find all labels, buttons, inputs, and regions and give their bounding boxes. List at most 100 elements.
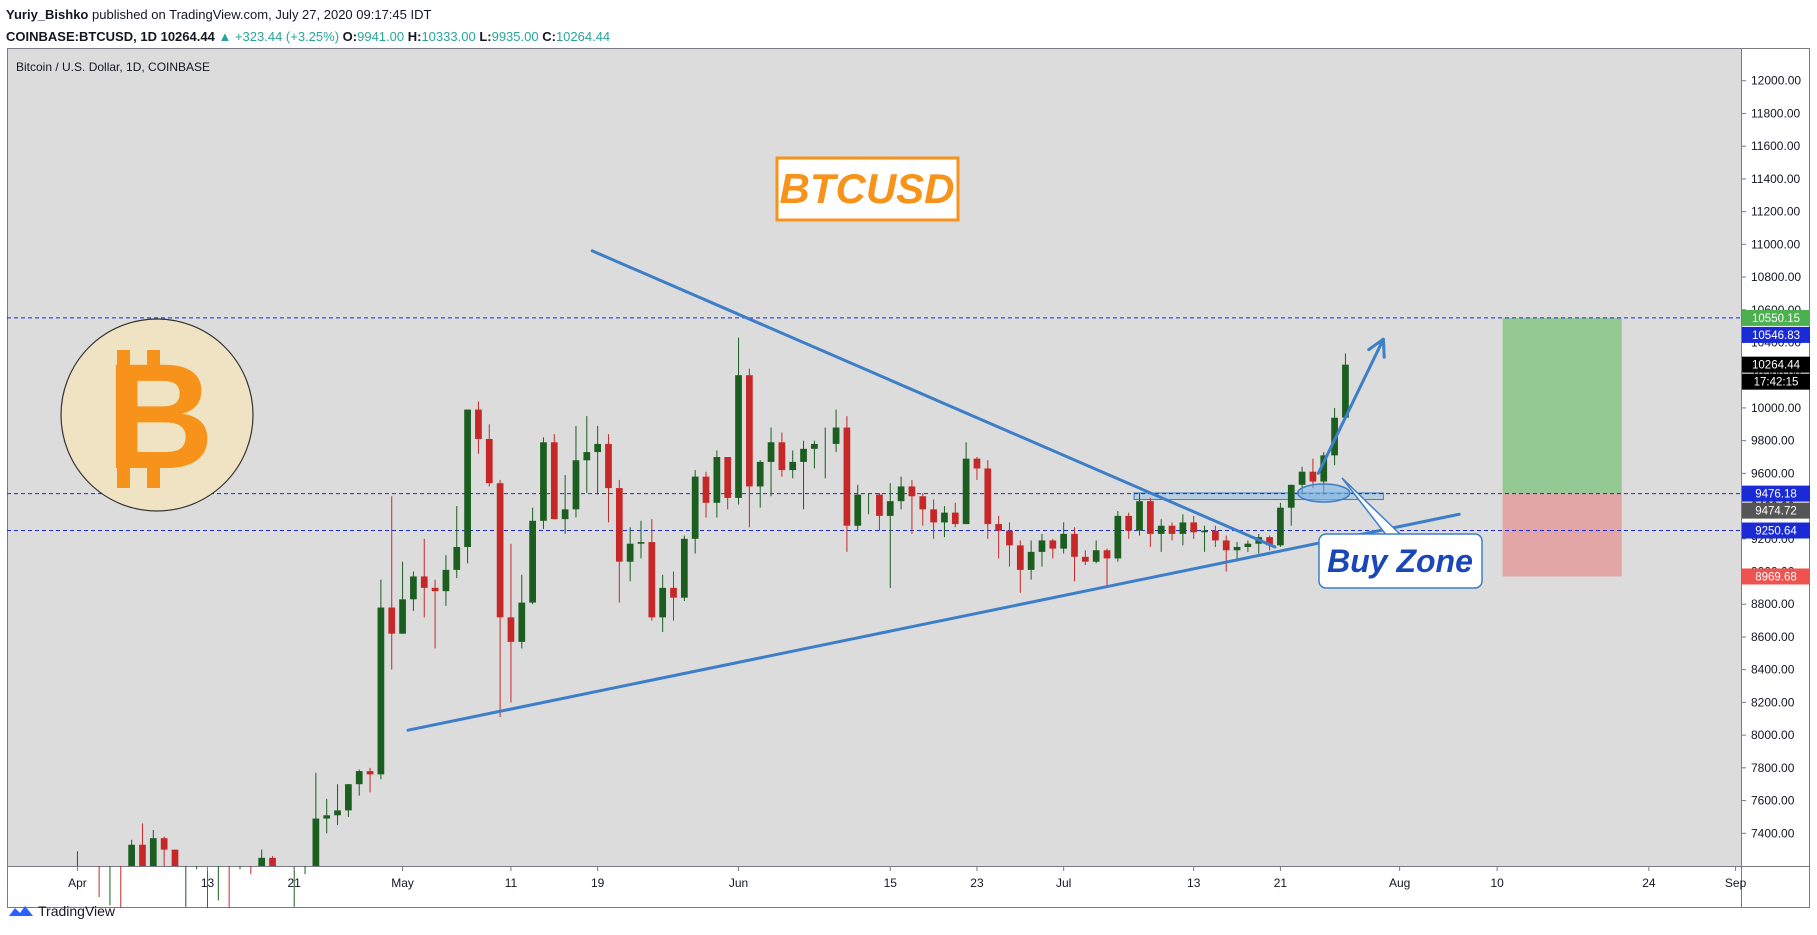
candle-body: [1287, 484, 1295, 508]
price-tick-label: 10000.00: [1751, 401, 1801, 415]
candle: [583, 416, 591, 493]
candle-body: [464, 409, 471, 547]
drawings-layer: [406, 249, 1461, 732]
target-zone: [1502, 317, 1622, 494]
candle-body: [648, 542, 656, 618]
candle-body: [778, 442, 786, 471]
candle-body: [1233, 546, 1241, 551]
candle-body: [691, 476, 699, 539]
price-tick-label: 8400.00: [1751, 663, 1795, 677]
candle-body: [626, 543, 634, 562]
candle-body: [1190, 522, 1198, 533]
candle-body: [355, 771, 363, 785]
candle: [1179, 514, 1187, 546]
candle: [1081, 550, 1089, 565]
candle: [648, 519, 656, 621]
candle-body: [529, 520, 536, 603]
candle-body: [388, 607, 396, 634]
time-tick-label: Apr: [68, 876, 87, 890]
candle: [1016, 540, 1024, 593]
candle: [680, 535, 688, 601]
candle: [1071, 527, 1078, 582]
candle: [670, 571, 677, 621]
candle: [1049, 538, 1057, 559]
time-tick-label: 23: [970, 876, 984, 890]
buy-zone-rect: [1133, 492, 1384, 501]
candle-body: [377, 607, 385, 775]
close-value: 10264.44: [555, 29, 611, 44]
candle: [496, 479, 504, 718]
publication-header: Yuriy_Bishko published on TradingView.co…: [6, 4, 610, 48]
candle-body: [139, 844, 146, 866]
price-tick-label: 12000.00: [1751, 74, 1801, 88]
candle: [399, 561, 406, 634]
candle-body: [615, 488, 623, 562]
candle: [973, 457, 981, 480]
candle-body: [941, 512, 948, 523]
candle: [1006, 522, 1013, 567]
candle: [1266, 535, 1273, 551]
candle: [962, 442, 970, 525]
candle: [1277, 502, 1284, 547]
time-tick-label: 19: [591, 876, 605, 890]
countdown-box: [1742, 373, 1810, 390]
descending-trendline: [590, 249, 1277, 549]
candle-body: [269, 857, 276, 866]
chart-title: Bitcoin / U.S. Dollar, 1D, COINBASE: [16, 60, 210, 74]
candle-body: [756, 461, 764, 487]
candle: [756, 460, 764, 508]
price-label-box: [1742, 326, 1810, 343]
candle: [724, 457, 732, 510]
candle: [377, 579, 385, 780]
title-box-text: BTCUSD: [780, 165, 955, 212]
candlestick-chart[interactable]: Bitcoin / U.S. Dollar, 1D, COINBASE BTCU…: [7, 48, 1810, 908]
candle-body: [496, 483, 504, 618]
chart-frame[interactable]: Bitcoin / U.S. Dollar, 1D, COINBASE BTCU…: [7, 48, 1810, 908]
candle: [507, 543, 515, 703]
author-name[interactable]: Yuriy_Bishko: [6, 7, 89, 22]
candle: [941, 506, 948, 538]
candle: [442, 555, 450, 606]
candle-body: [670, 587, 677, 598]
candle-body: [410, 576, 417, 600]
candle-body: [702, 476, 710, 503]
candle-body: [1157, 525, 1165, 534]
price-label-box: [1742, 568, 1810, 585]
candle-body: [637, 542, 645, 544]
candle: [453, 506, 461, 579]
time-axis[interactable]: Apr 13 21 May 11 19 Jun 15 23 Jul 13 21 Aug 10 24 Sep: [68, 866, 1747, 890]
candle-body: [171, 849, 179, 866]
candle: [908, 479, 916, 534]
candle: [746, 368, 753, 528]
candle-body: [518, 602, 526, 642]
candle: [811, 440, 818, 469]
open-value: 9941.00: [357, 29, 405, 44]
candle: [1125, 512, 1133, 539]
candle-body: [724, 457, 732, 498]
candle: [160, 836, 168, 866]
published-text: published on TradingView.com, July 27, 2…: [92, 7, 432, 22]
candle-body: [1016, 545, 1024, 570]
price-axis[interactable]: 7400.00 7600.00 7800.00 8000.00 8200.00 8400.…: [1741, 74, 1801, 841]
candle: [312, 772, 320, 866]
candle-body: [312, 818, 320, 866]
high-value: 10333.00: [421, 29, 476, 44]
candle: [713, 450, 721, 518]
tradingview-logo-icon: [9, 906, 33, 916]
plot-border: [7, 48, 1810, 908]
candle: [1146, 497, 1154, 547]
candle-body: [789, 461, 797, 471]
footer-brand[interactable]: TradingView: [38, 903, 116, 919]
candle-body: [334, 810, 341, 816]
candle: [540, 437, 547, 529]
time-tick-label: May: [391, 876, 414, 890]
price-label-text: 9474.72: [1755, 506, 1797, 518]
candle-body: [659, 587, 667, 618]
symbol-label: COINBASE:BTCUSD, 1D: [6, 29, 157, 44]
candle: [366, 767, 374, 793]
candle-body: [1320, 455, 1328, 482]
candle-body: [345, 784, 352, 811]
candle-body: [507, 617, 515, 642]
candle: [410, 571, 417, 611]
breakout-arrow-shaft: [1316, 337, 1385, 475]
